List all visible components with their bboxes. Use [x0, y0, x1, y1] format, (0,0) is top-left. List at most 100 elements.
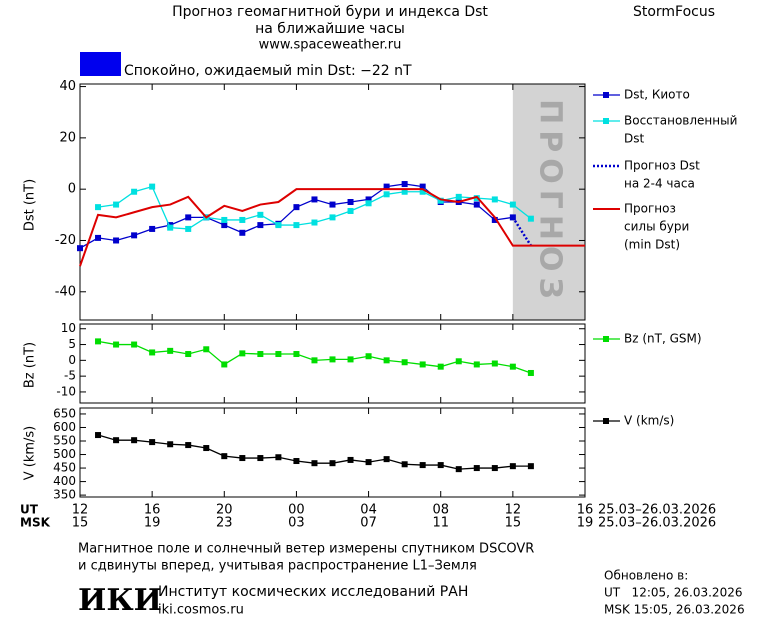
note-line: и сдвинуты вперед, учитывая распростране… [78, 559, 477, 574]
forecast-region [512, 84, 585, 320]
point [311, 219, 318, 226]
point [455, 193, 462, 200]
point [257, 222, 264, 229]
legend-label: Dst, Киото [624, 88, 690, 102]
point [221, 222, 228, 229]
point [401, 359, 408, 366]
point [491, 196, 498, 203]
point [239, 350, 246, 357]
point [293, 222, 300, 229]
point [491, 465, 498, 472]
point [167, 224, 174, 231]
point [473, 361, 480, 368]
point [221, 216, 228, 223]
point [347, 199, 354, 205]
x-tick-label: 12 [72, 503, 89, 518]
point [77, 245, 83, 252]
y-tick-label: 550 [53, 434, 76, 448]
point [95, 204, 102, 211]
point [491, 216, 498, 223]
plot-frame [79, 407, 586, 498]
x-tick-label-msk: 03 [288, 516, 305, 531]
y-tick-label: -5 [64, 369, 76, 383]
point [95, 432, 102, 439]
subtitle: на ближайшие часы [255, 21, 405, 37]
date-range: 25.03–26.03.2026 [598, 503, 716, 518]
x-tick-label-msk: 07 [360, 516, 377, 531]
point [473, 201, 480, 208]
point [419, 188, 426, 195]
legend-label: Bz (nT, GSM) [624, 332, 702, 346]
x-tick-label-msk: 15 [72, 516, 89, 531]
x-tick-label: 20 [216, 503, 233, 518]
point [275, 222, 282, 229]
brand: StormFocus [633, 4, 715, 20]
updated-msk: MSK 15:05, 26.03.2026 [604, 603, 745, 617]
point [149, 349, 156, 356]
title: Прогноз геомагнитной бури и индекса Dst [172, 4, 488, 20]
point [437, 363, 444, 370]
point [149, 439, 156, 446]
updated-label: Обновлено в: [604, 569, 688, 583]
y-tick-label: -10 [56, 384, 76, 398]
date-range: 25.03–26.03.2026 [598, 516, 716, 531]
point [113, 437, 120, 444]
y-axis-label: Bz (nT) [23, 342, 38, 388]
point [455, 466, 462, 473]
y-tick-label: 5 [68, 337, 76, 351]
y-axis-label: Dst (nT) [23, 179, 38, 231]
point [239, 216, 246, 223]
y-tick-label: 0 [68, 353, 76, 367]
point [401, 181, 408, 188]
legend-label: на 2-4 часа [624, 177, 695, 191]
point [401, 461, 408, 468]
point [311, 460, 318, 467]
point [221, 453, 228, 460]
point [293, 458, 300, 465]
point [131, 232, 138, 239]
series-line [79, 188, 585, 267]
point [131, 437, 138, 444]
x-tick-label: 08 [432, 503, 449, 518]
series-line [97, 340, 532, 374]
point [221, 361, 228, 368]
y-tick-label: 0 [68, 182, 76, 197]
point [293, 204, 300, 211]
y-tick-label: 20 [59, 130, 76, 145]
institute: Институт космических исследований РАН [158, 584, 468, 600]
updated-ut: UT 12:05, 26.03.2026 [604, 586, 742, 600]
y-tick-label: -40 [55, 284, 76, 299]
logo: ИКИ [78, 583, 162, 618]
point [383, 183, 390, 190]
point [365, 353, 372, 360]
point [509, 201, 516, 208]
x-tick-label-msk: 11 [432, 516, 449, 531]
point [203, 445, 210, 452]
plot-frame [79, 83, 586, 321]
legend-label: Восстановленный [624, 114, 737, 128]
point [437, 197, 444, 204]
point [419, 361, 426, 368]
point [419, 462, 426, 469]
point [329, 356, 336, 363]
note-line: Магнитное поле и солнечный ветер измерен… [78, 542, 534, 557]
row-label: MSK [20, 516, 51, 530]
point [527, 463, 534, 470]
x-tick-label-msk: 15 [505, 516, 522, 531]
point [293, 351, 300, 358]
y-tick-label: 450 [53, 461, 76, 475]
x-tick-label: 16 [577, 503, 594, 518]
y-tick-label: 350 [53, 488, 76, 502]
x-tick-label: 16 [144, 503, 161, 518]
point [113, 237, 120, 244]
point [185, 214, 192, 221]
x-tick-label: 12 [505, 503, 522, 518]
legend-symbol [603, 336, 609, 342]
point [347, 356, 354, 363]
legend-label: силы бури [624, 220, 689, 234]
point [347, 207, 354, 214]
point [95, 338, 102, 345]
point [527, 369, 534, 376]
plot-frame [79, 323, 586, 404]
